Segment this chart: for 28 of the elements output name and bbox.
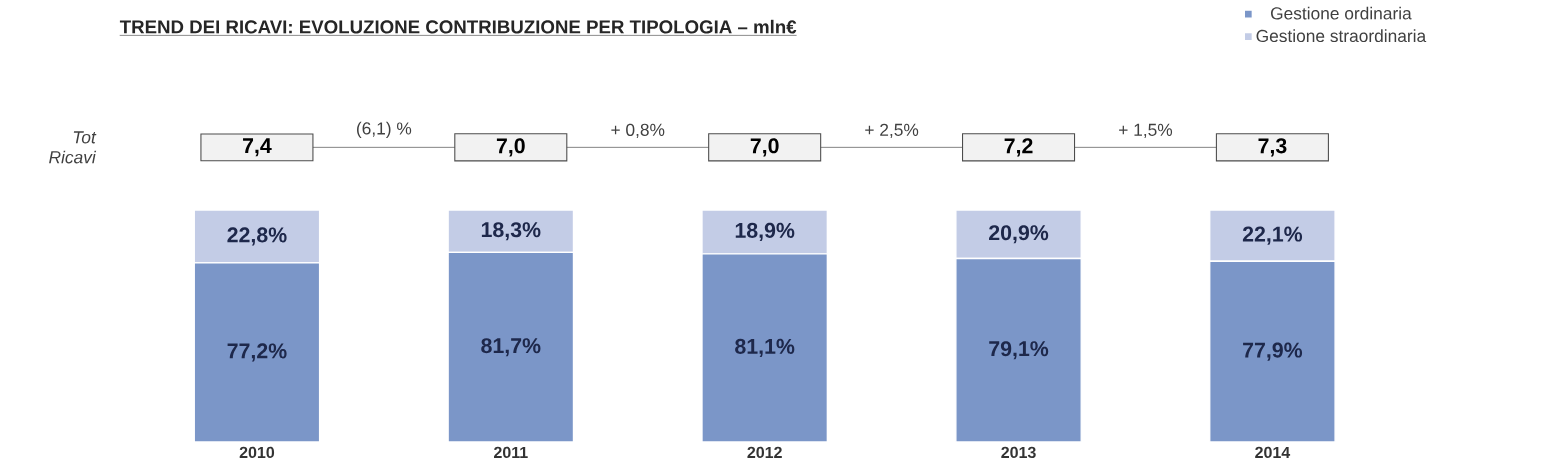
data-label: 81,7% [481,338,541,357]
legend-label: Gestione straordinaria [1256,29,1427,43]
x-tick-label: 2011 [494,446,528,459]
text: 7,4 [243,138,272,157]
data-label: 77,9% [1243,342,1303,361]
x-tick-label: 2010 [239,446,275,459]
x-tick-label: 2012 [747,446,782,459]
data-label: 79,1% [989,341,1049,360]
text: Tot Ricavi [49,131,97,164]
legend-label: Gestione ordinaria [1270,6,1412,20]
data-label: 77,2% [227,343,287,362]
text: 7,2 [1004,138,1033,157]
text: + 2,5% [865,123,919,139]
x-tick-label: 2014 [1255,446,1291,459]
data-label: 22,8% [227,227,287,246]
text: 7,3 [1258,138,1287,157]
data-label: 22,1% [1242,226,1303,245]
text: + 0,8% [611,123,665,139]
text: 7,0 [496,138,525,157]
text: 7,0 [750,138,779,157]
data-label: 81,1% [735,338,795,358]
data-label: 20,9% [989,225,1049,244]
chart-title: TREND DEI RICAVI: EVOLUZIONE CONTRIBUZIONE PER TIPOLOGIA – mln€ [119,19,797,34]
x-tick-label: 2013 [1001,446,1036,459]
data-label: 18,3% [481,222,541,241]
text: + 1,5% [1119,123,1173,139]
text: (6,1) % [357,121,412,139]
data-label: 18,9% [735,222,795,242]
